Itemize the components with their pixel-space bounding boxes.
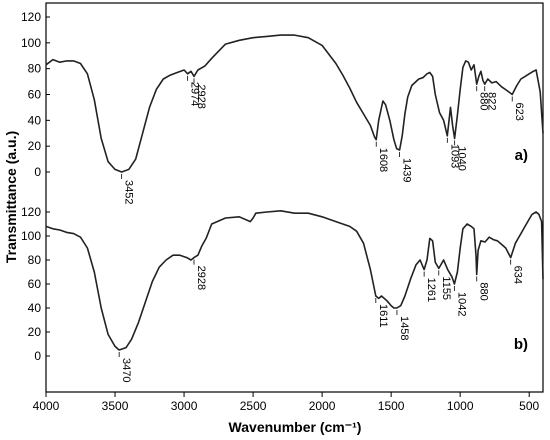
- peak-label: 880: [478, 282, 490, 300]
- peak-label: 822: [486, 92, 498, 110]
- y-tick-label: 20: [28, 139, 42, 153]
- x-axis: 4000 3500 3000 2500 2000 1500 1000 500: [33, 392, 540, 413]
- x-tick-label: 1500: [378, 399, 405, 413]
- peak-label: 880: [478, 92, 490, 110]
- peak-label: 2974: [189, 82, 201, 106]
- x-tick-label: 4000: [33, 399, 60, 413]
- peak-label: 1611: [377, 304, 389, 328]
- x-axis-title: Wavenumber (cm⁻¹): [229, 419, 362, 435]
- y-tick-label: 0: [34, 165, 41, 179]
- panel-b: 0 20 40 60 80 100 120 3470 2928 1611 1458 1261 1155…: [21, 205, 544, 382]
- y-axis-b: 0 20 40 60 80 100 120: [21, 205, 50, 363]
- y-tick-label: 80: [28, 62, 42, 76]
- y-tick-label: 40: [28, 301, 42, 315]
- peak-label: 2928: [195, 266, 207, 290]
- spectrum-line-a: [45, 34, 544, 173]
- peak-label: 1155: [440, 276, 452, 300]
- peak-label: 1608: [377, 148, 389, 172]
- peak-label: 1458: [398, 316, 410, 340]
- peak-label: 1040: [456, 146, 468, 170]
- peak-label: 623: [513, 103, 525, 121]
- y-tick-label: 100: [21, 36, 41, 50]
- peak-label: 3452: [123, 180, 135, 204]
- y-tick-label: 0: [34, 349, 41, 363]
- x-tick-label: 3000: [171, 399, 198, 413]
- x-tick-label: 500: [519, 399, 539, 413]
- y-axis-title: Transmittance (a.u.): [3, 131, 19, 263]
- y-tick-label: 100: [21, 229, 41, 243]
- y-tick-label: 120: [21, 10, 41, 24]
- peak-label: 2928: [195, 84, 207, 108]
- peak-label: 3470: [120, 358, 132, 382]
- peak-label: 1042: [455, 292, 467, 316]
- y-tick-label: 60: [28, 277, 42, 291]
- y-tick-label: 40: [28, 113, 42, 127]
- panel-label-b: b): [514, 336, 528, 353]
- x-tick-label: 1000: [447, 399, 474, 413]
- peak-label: 1261: [425, 278, 437, 302]
- x-tick-label: 2500: [240, 399, 267, 413]
- y-axis-a: 0 20 40 60 80 100 120: [21, 10, 50, 179]
- x-tick-label: 3500: [102, 399, 129, 413]
- y-tick-label: 20: [28, 325, 42, 339]
- peak-label: 634: [512, 266, 524, 284]
- peak-label: 1439: [401, 158, 413, 182]
- panel-label-a: a): [515, 147, 528, 164]
- y-tick-label: 60: [28, 88, 42, 102]
- spectrum-line-b: [45, 210, 544, 351]
- y-tick-label: 120: [21, 205, 41, 219]
- x-tick-label: 2000: [309, 399, 336, 413]
- plot-frame: [45, 2, 544, 393]
- peak-label: 1093: [448, 144, 460, 168]
- y-tick-label: 80: [28, 253, 42, 267]
